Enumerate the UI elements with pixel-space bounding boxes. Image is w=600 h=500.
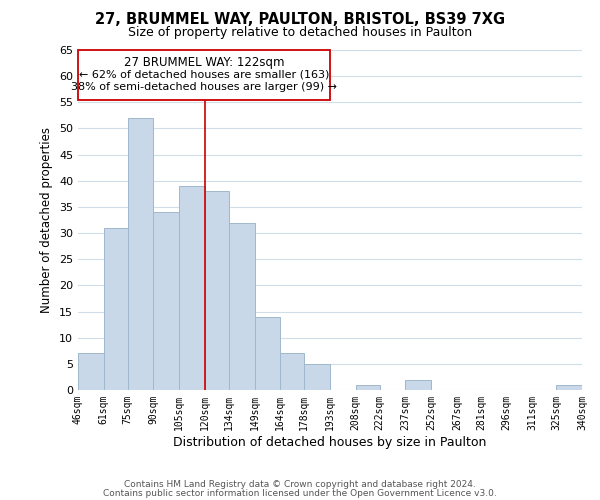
Text: Contains public sector information licensed under the Open Government Licence v3: Contains public sector information licen… <box>103 488 497 498</box>
Bar <box>229 222 254 390</box>
Text: Contains HM Land Registry data © Crown copyright and database right 2024.: Contains HM Land Registry data © Crown c… <box>124 480 476 489</box>
Text: 27 BRUMMEL WAY: 122sqm: 27 BRUMMEL WAY: 122sqm <box>124 56 284 70</box>
Bar <box>356 385 380 390</box>
Bar <box>205 191 229 390</box>
Text: 27, BRUMMEL WAY, PAULTON, BRISTOL, BS39 7XG: 27, BRUMMEL WAY, PAULTON, BRISTOL, BS39 … <box>95 12 505 28</box>
Bar <box>254 317 280 390</box>
Bar <box>128 118 154 390</box>
X-axis label: Distribution of detached houses by size in Paulton: Distribution of detached houses by size … <box>173 436 487 448</box>
Text: Size of property relative to detached houses in Paulton: Size of property relative to detached ho… <box>128 26 472 39</box>
Text: ← 62% of detached houses are smaller (163): ← 62% of detached houses are smaller (16… <box>79 70 329 80</box>
Bar <box>78 354 104 390</box>
Bar <box>406 380 431 390</box>
FancyBboxPatch shape <box>78 50 330 100</box>
Bar <box>556 385 582 390</box>
Y-axis label: Number of detached properties: Number of detached properties <box>40 127 53 313</box>
Bar <box>104 228 128 390</box>
Bar <box>179 186 205 390</box>
Bar <box>304 364 330 390</box>
Bar <box>280 354 304 390</box>
Bar <box>154 212 179 390</box>
Text: 38% of semi-detached houses are larger (99) →: 38% of semi-detached houses are larger (… <box>71 82 337 92</box>
